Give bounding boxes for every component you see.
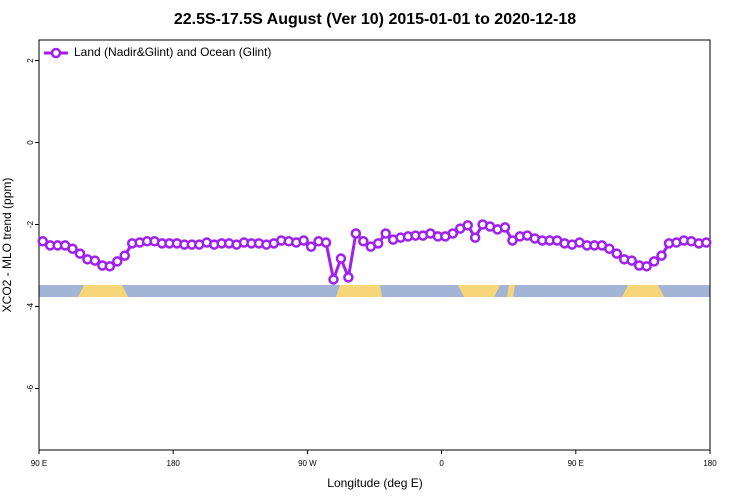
- y-tick-label: -4: [26, 302, 35, 310]
- x-axis-label: Longitude (deg E): [327, 476, 422, 490]
- x-tick-label: 90 E: [31, 459, 47, 468]
- data-point: [604, 243, 615, 254]
- data-point: [37, 236, 48, 247]
- x-tick-label: 180: [703, 459, 717, 468]
- land-patch: [458, 285, 500, 297]
- data-point: [626, 255, 637, 266]
- data-point: [104, 261, 116, 272]
- land-patch: [507, 285, 515, 297]
- y-tick-label: -2: [26, 220, 35, 228]
- land-ocean-mask: [39, 285, 710, 297]
- data-point: [89, 255, 101, 266]
- data-point: [499, 222, 511, 233]
- data-point: [469, 232, 481, 243]
- data-point: [447, 228, 459, 239]
- x-tick-label: 180: [167, 459, 181, 468]
- land-patch: [78, 285, 128, 297]
- legend-label: Land (Nadir&Glint) and Ocean (Glint): [74, 45, 271, 59]
- x-tick-label: 0: [439, 459, 444, 468]
- data-point: [112, 256, 123, 267]
- data-point: [507, 235, 518, 246]
- legend-marker: [50, 47, 62, 59]
- data-point: [380, 228, 391, 239]
- data-point: [611, 248, 623, 259]
- x-tick-label: 90 W: [298, 459, 317, 468]
- legend: Land (Nadir&Glint) and Ocean (Glint): [44, 45, 271, 59]
- data-point: [67, 243, 78, 254]
- data-point: [119, 250, 130, 261]
- data-point: [641, 261, 652, 272]
- data-point: [320, 237, 332, 248]
- data-point: [298, 235, 309, 246]
- data-point: [462, 220, 473, 231]
- data-point: [358, 236, 369, 247]
- y-tick-label: 0: [26, 140, 35, 145]
- x-tick-label: 90 E: [568, 459, 584, 468]
- chart-title: 22.5S-17.5S August (Ver 10) 2015-01-01 t…: [174, 11, 576, 28]
- data-point: [74, 248, 86, 259]
- y-axis-label: XCO2 - MLO trend (ppm): [0, 178, 14, 313]
- y-tick-label: 2: [26, 58, 35, 63]
- land-patch: [622, 285, 664, 297]
- data-point: [372, 238, 384, 249]
- y-tick-label: -6: [26, 384, 35, 392]
- data-point: [701, 237, 712, 248]
- data-point: [648, 256, 660, 267]
- data-point: [328, 274, 339, 285]
- data-point: [656, 250, 667, 261]
- data-point: [343, 272, 354, 283]
- data-point: [350, 228, 362, 239]
- data-point: [335, 253, 347, 264]
- land-patch: [336, 285, 382, 297]
- data-point: [305, 241, 317, 252]
